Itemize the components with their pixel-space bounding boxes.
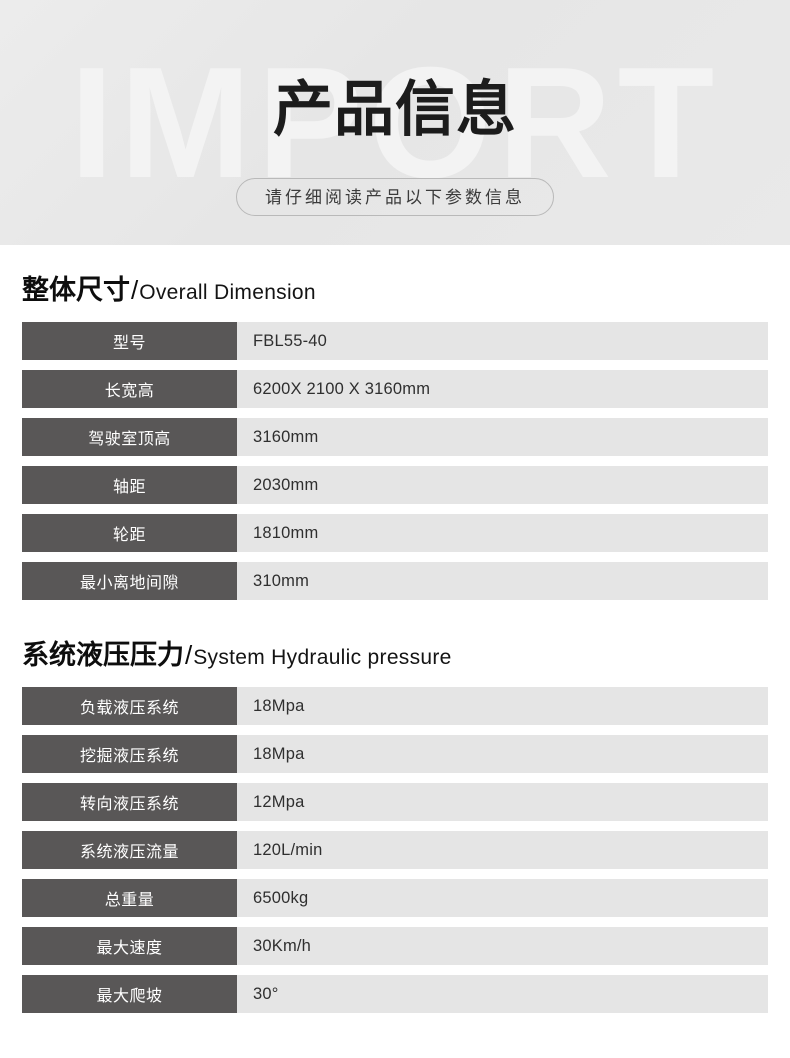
section-heading-en: Overall Dimension — [139, 281, 316, 304]
page-title: 产品信息 — [273, 76, 517, 143]
spec-value: 30Km/h — [237, 927, 768, 965]
spec-table: 负载液压系统 18Mpa 挖掘液压系统 18Mpa 转向液压系统 12Mpa 系… — [22, 687, 768, 1013]
spec-label: 挖掘液压系统 — [22, 735, 237, 773]
spec-label: 最大速度 — [22, 927, 237, 965]
spec-label: 轮距 — [22, 514, 237, 552]
spec-label: 最小离地间隙 — [22, 562, 237, 600]
product-info-banner: IMPORT 产品信息 请仔细阅读产品以下参数信息 — [0, 0, 790, 245]
spec-label: 驾驶室顶高 — [22, 418, 237, 456]
spec-label: 最大爬坡 — [22, 975, 237, 1013]
table-row: 长宽高 6200X 2100 X 3160mm — [22, 370, 768, 408]
spec-value: 6500kg — [237, 879, 768, 917]
spec-value: 18Mpa — [237, 735, 768, 773]
spec-value: 2030mm — [237, 466, 768, 504]
spec-label: 系统液压流量 — [22, 831, 237, 869]
spec-value: 30° — [237, 975, 768, 1013]
table-row: 最大爬坡 30° — [22, 975, 768, 1013]
section-heading: 整体尺寸 / Overall Dimension — [22, 245, 768, 322]
section-heading-separator: / — [131, 275, 139, 305]
spec-label: 负载液压系统 — [22, 687, 237, 725]
section-overall-dimension: 整体尺寸 / Overall Dimension 型号 FBL55-40 长宽高… — [0, 245, 790, 600]
section-heading-cn: 整体尺寸 — [22, 275, 130, 305]
table-row: 挖掘液压系统 18Mpa — [22, 735, 768, 773]
spec-content: 整体尺寸 / Overall Dimension 型号 FBL55-40 长宽高… — [0, 245, 790, 1013]
spec-label: 型号 — [22, 322, 237, 360]
subtitle-text: 请仔细阅读产品以下参数信息 — [265, 187, 525, 207]
spec-value: 6200X 2100 X 3160mm — [237, 370, 768, 408]
table-row: 轮距 1810mm — [22, 514, 768, 552]
table-row: 最小离地间隙 310mm — [22, 562, 768, 600]
import-watermark-text: IMPORT — [69, 35, 721, 211]
spec-value: 18Mpa — [237, 687, 768, 725]
section-heading-en: System Hydraulic pressure — [193, 646, 452, 669]
spec-label: 总重量 — [22, 879, 237, 917]
table-row: 驾驶室顶高 3160mm — [22, 418, 768, 456]
subtitle-pill: 请仔细阅读产品以下参数信息 — [236, 178, 554, 216]
spec-label: 转向液压系统 — [22, 783, 237, 821]
spec-value: 12Mpa — [237, 783, 768, 821]
table-row: 总重量 6500kg — [22, 879, 768, 917]
spec-value: FBL55-40 — [237, 322, 768, 360]
section-system-hydraulic-pressure: 系统液压压力 / System Hydraulic pressure 负载液压系… — [0, 610, 790, 1013]
spec-value: 3160mm — [237, 418, 768, 456]
section-heading-separator: / — [185, 640, 193, 670]
spec-table: 型号 FBL55-40 长宽高 6200X 2100 X 3160mm 驾驶室顶… — [22, 322, 768, 600]
table-row: 最大速度 30Km/h — [22, 927, 768, 965]
spec-value: 310mm — [237, 562, 768, 600]
table-row: 轴距 2030mm — [22, 466, 768, 504]
section-heading: 系统液压压力 / System Hydraulic pressure — [22, 610, 768, 687]
table-row: 转向液压系统 12Mpa — [22, 783, 768, 821]
table-row: 负载液压系统 18Mpa — [22, 687, 768, 725]
spec-value: 1810mm — [237, 514, 768, 552]
table-row: 系统液压流量 120L/min — [22, 831, 768, 869]
table-row: 型号 FBL55-40 — [22, 322, 768, 360]
section-heading-cn: 系统液压压力 — [22, 640, 184, 670]
spec-value: 120L/min — [237, 831, 768, 869]
spec-label: 长宽高 — [22, 370, 237, 408]
spec-label: 轴距 — [22, 466, 237, 504]
